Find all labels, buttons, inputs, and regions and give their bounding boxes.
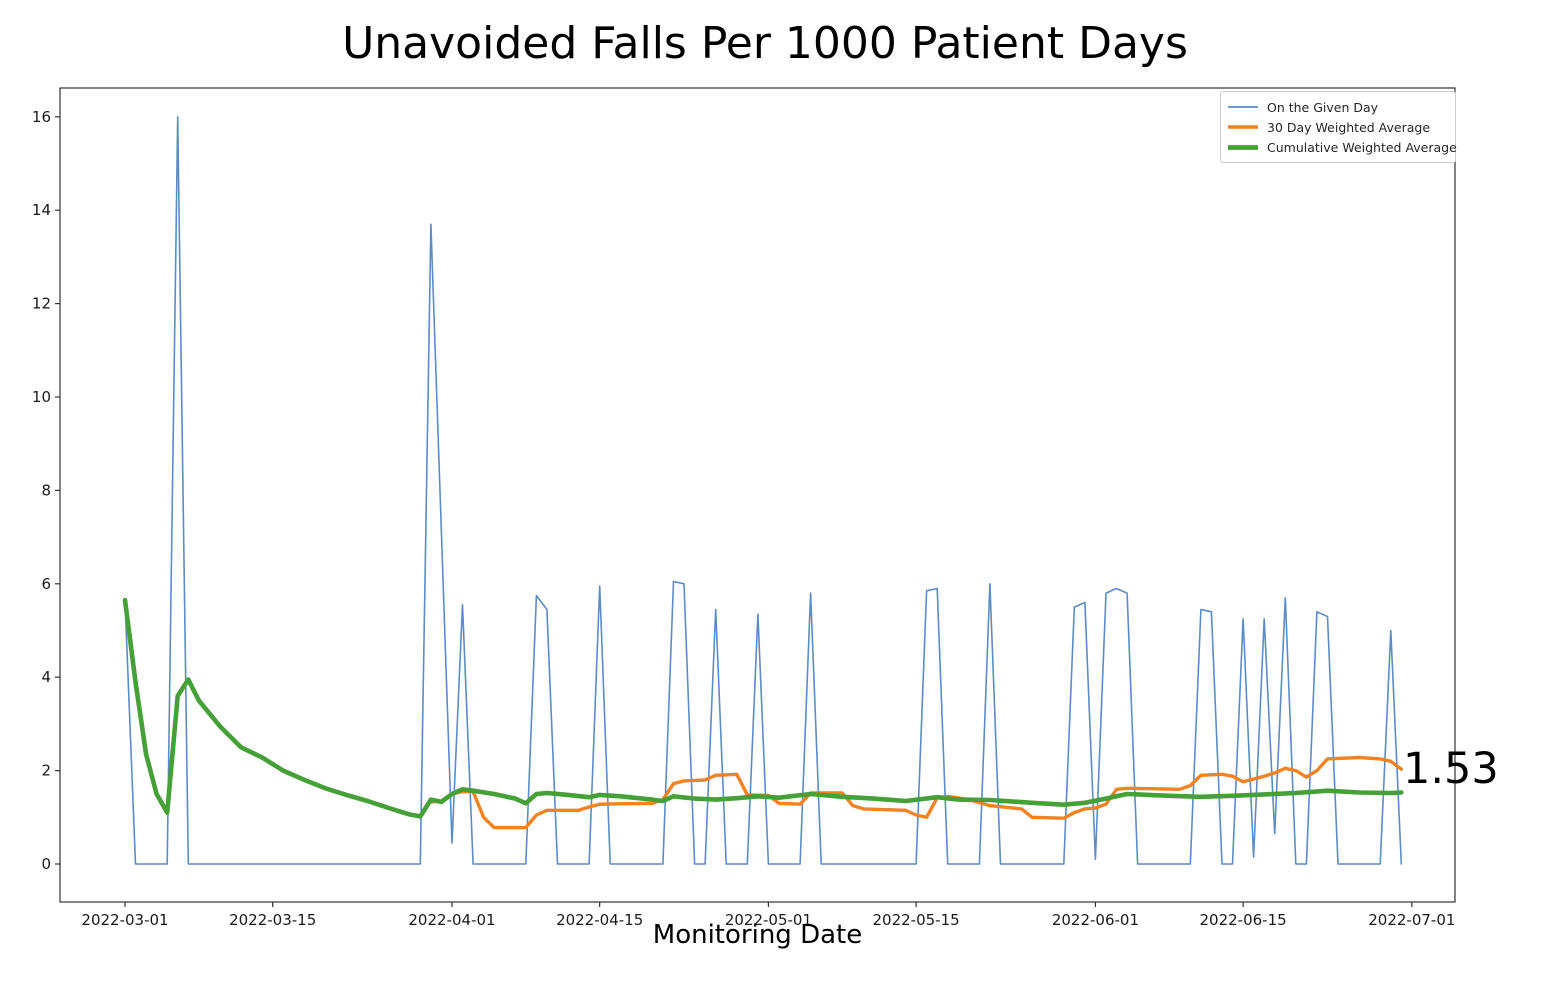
legend-item-30-day-weighted-average: 30 Day Weighted Average	[1228, 117, 1448, 137]
y-tick-label: 8	[41, 481, 51, 499]
x-tick-label: 2022-04-01	[408, 911, 495, 929]
legend-label: Cumulative Weighted Average	[1267, 139, 1457, 155]
y-tick-label: 0	[41, 855, 51, 873]
series-line-cumulative-weighted-average	[122, 597, 1404, 819]
series-line-30-day-weighted-average	[429, 755, 1404, 830]
y-tick-label: 12	[32, 295, 51, 313]
plot-border	[59, 87, 1456, 903]
y-tick-label: 10	[32, 388, 51, 406]
legend-item-cumulative-weighted-average: Cumulative Weighted Average	[1228, 137, 1457, 157]
y-tick-label: 14	[32, 201, 51, 219]
blue-line-swatch-icon	[1228, 105, 1258, 109]
green-line-swatch-icon	[1228, 144, 1258, 151]
x-axis-label: Monitoring Date	[652, 920, 863, 950]
y-tick-label: 2	[41, 762, 51, 780]
x-tick-label: 2022-05-01	[725, 911, 812, 929]
x-tick-label: 2022-06-15	[1199, 911, 1286, 929]
orange-line-swatch-icon	[1228, 124, 1258, 130]
legend-label: 30 Day Weighted Average	[1267, 119, 1431, 135]
x-tick-label: 2022-04-15	[556, 911, 643, 929]
legend-label: On the Given Day	[1267, 99, 1379, 115]
legend-item-on-the-given-day: On the Given Day	[1228, 97, 1448, 117]
x-tick-label: 2022-06-01	[1052, 911, 1139, 929]
y-tick-label: 6	[41, 575, 51, 593]
legend: On the Given Day 30 Day Weighted Average…	[1220, 91, 1457, 163]
y-tick-label: 4	[41, 668, 51, 686]
series-line-on-the-given-day	[124, 116, 1403, 865]
x-tick-label: 2022-03-01	[81, 911, 168, 929]
x-tick-label: 2022-03-15	[229, 911, 316, 929]
y-tick-label: 16	[32, 108, 51, 126]
chart-title: Unavoided Falls Per 1000 Patient Days	[342, 18, 1188, 69]
x-tick-label: 2022-05-15	[873, 911, 960, 929]
x-tick-label: 2022-07-01	[1368, 911, 1455, 929]
value-annotation: 1.53	[1403, 744, 1499, 794]
